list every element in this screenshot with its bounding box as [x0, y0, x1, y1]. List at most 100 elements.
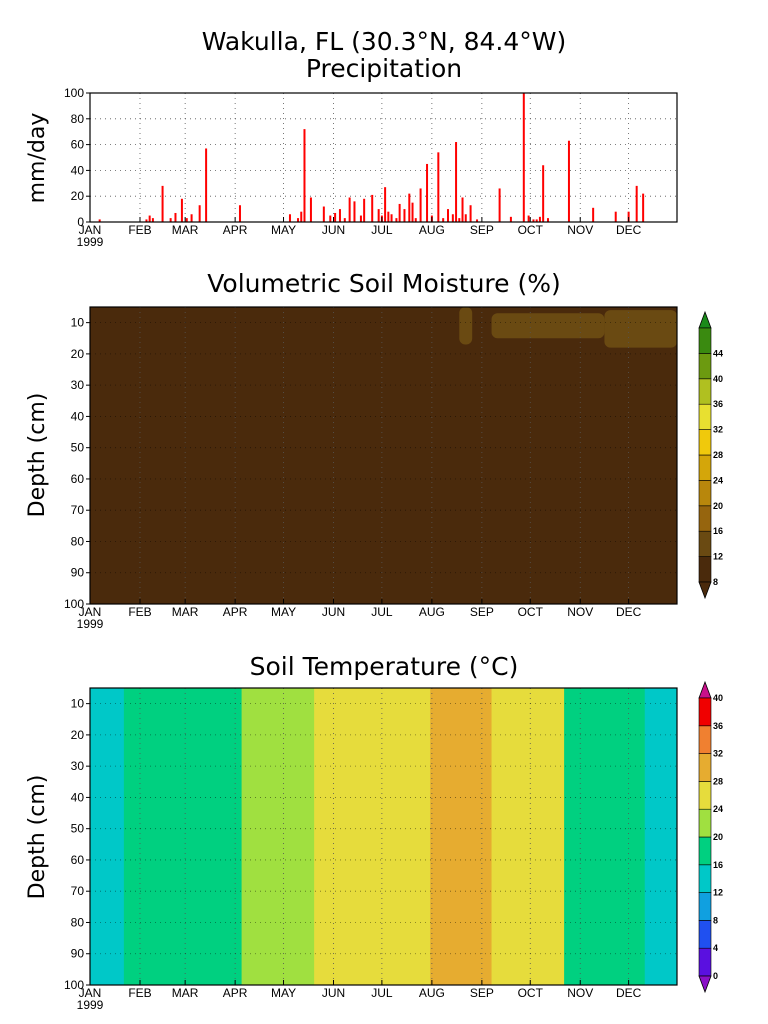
moisture-colorbar-swatch: [698, 378, 712, 405]
moisture-month-label: FEB: [128, 605, 151, 619]
moisture-colorbar-swatch: [698, 454, 712, 481]
precip-bar: [614, 211, 617, 222]
temperature-colorbar-swatch: [698, 725, 712, 754]
moisture-colorbar-swatch: [698, 403, 712, 430]
precip-bar: [205, 148, 208, 222]
precip-bar: [535, 219, 538, 222]
moisture-month-label: OCT: [518, 605, 544, 619]
precip-bar: [592, 207, 595, 222]
temperature-month-label: JAN: [79, 986, 102, 1000]
moisture-month-label: APR: [223, 605, 248, 619]
moisture-colorbar-label: 16: [713, 526, 723, 536]
precip-year-label: 1999: [77, 235, 104, 249]
precip-bar: [161, 185, 164, 222]
temperature-month-label: APR: [223, 986, 248, 1000]
figure-title: Wakulla, FL (30.3°N, 84.4°W): [202, 27, 567, 56]
temperature-colorbar-swatch: [698, 808, 712, 838]
precip-bar: [498, 188, 501, 222]
precip-month-label: MAR: [172, 223, 199, 237]
temperature-month-label: OCT: [518, 986, 544, 1000]
precip-bar: [297, 218, 300, 222]
temperature-month-label: JUL: [371, 986, 393, 1000]
precip-ytick-label: 80: [71, 112, 85, 126]
precip-bar: [174, 212, 177, 222]
moisture-colorbar-label: 40: [713, 374, 723, 384]
moisture-ytick-label: 90: [71, 566, 85, 580]
temperature-month-label: MAR: [172, 986, 199, 1000]
temperature-month-label: JUN: [322, 986, 345, 1000]
moisture-ylabel: Depth (cm): [25, 393, 50, 518]
precip-bar: [437, 152, 440, 222]
temperature-ytick-label: 40: [71, 790, 85, 804]
moisture-frame: [89, 306, 678, 605]
temperature-colorbar-swatch: [698, 753, 712, 782]
moisture-ytick-label: 50: [71, 441, 85, 455]
temperature-colorbar-label: 24: [713, 804, 723, 814]
temperature-ytick-label: 30: [71, 759, 85, 773]
precip-bar: [238, 205, 241, 222]
moisture-ytick-label: 70: [71, 503, 85, 517]
precip-ytick-label: 40: [71, 163, 85, 177]
precip-bar: [377, 209, 380, 222]
temperature-colorbar-label: 28: [713, 776, 723, 786]
precip-month-label: JUN: [322, 223, 345, 237]
moisture-colorbar-label: 36: [713, 399, 723, 409]
precip-frame: [89, 92, 678, 223]
precip-bar: [642, 193, 645, 222]
temperature-colorbar-label: 20: [713, 832, 723, 842]
temperature-colorbar-label: 32: [713, 749, 723, 759]
precip-bar: [145, 219, 148, 222]
precip-bar: [387, 211, 390, 222]
moisture-wet-patch: [604, 310, 677, 348]
precip-month-label: APR: [223, 223, 248, 237]
temperature-band: [185, 688, 210, 985]
precip-bar: [185, 218, 188, 222]
precip-bar: [509, 216, 512, 222]
moisture-colorbar-swatch: [698, 327, 712, 354]
temperature-ytick-label: 20: [71, 728, 85, 742]
precip-bar: [390, 214, 393, 222]
temperature-ytick-label: 70: [71, 884, 85, 898]
moisture-colorbar: 8 12 16 20 24 28 32 36 40 44: [698, 310, 723, 600]
precip-bar: [635, 185, 638, 222]
temperature-colorbar-swatch: [698, 864, 712, 893]
temperature-band: [430, 688, 493, 985]
precip-bar: [288, 214, 291, 222]
moisture-colorbar-label: 12: [713, 552, 723, 562]
temperature-colorbar-label: 8: [713, 915, 718, 925]
temperature-ytick-label: 10: [71, 697, 85, 711]
temperature-band: [644, 688, 678, 985]
precip-bar: [546, 218, 549, 222]
precip-ytick-label: 0: [77, 215, 84, 229]
precip-bar: [180, 198, 183, 222]
temperature-colorbar-swatch: [698, 697, 712, 727]
moisture-month-label: JUN: [322, 605, 345, 619]
precip-bar: [627, 211, 630, 222]
temperature-colorbar-label: 12: [713, 888, 723, 898]
precip-bar: [303, 129, 306, 222]
precip-bar: [469, 205, 472, 222]
moisture-month-label: MAR: [172, 605, 199, 619]
precip-bar: [322, 206, 325, 222]
precip-bar: [309, 197, 312, 222]
temperature-month-label: DEC: [616, 986, 642, 1000]
precip-bar: [348, 197, 351, 222]
temperature-ytick-label: 90: [71, 947, 85, 961]
precip-bar: [419, 188, 422, 222]
moisture-colorbar-swatch: [698, 530, 712, 557]
moisture-colorbar-swatch: [698, 505, 712, 532]
precip-bar: [190, 214, 193, 222]
moisture-ytick-label: 80: [71, 534, 85, 548]
temperature-frame: [89, 687, 678, 986]
precip-bar: [414, 218, 417, 222]
temperature-title: Soil Temperature (°C): [250, 652, 519, 681]
temperature-ytick-label: 80: [71, 915, 85, 929]
temperature-month-label: SEP: [470, 986, 494, 1000]
temperature-colorbar-swatch: [698, 836, 712, 866]
precip-bar: [300, 211, 303, 222]
precip-ytick-label: 60: [71, 138, 85, 152]
temperature-colorbar-label: 16: [713, 860, 723, 870]
precip-month-label: MAY: [271, 223, 296, 237]
precip-month-label: JAN: [79, 223, 102, 237]
moisture-field: [90, 307, 677, 604]
